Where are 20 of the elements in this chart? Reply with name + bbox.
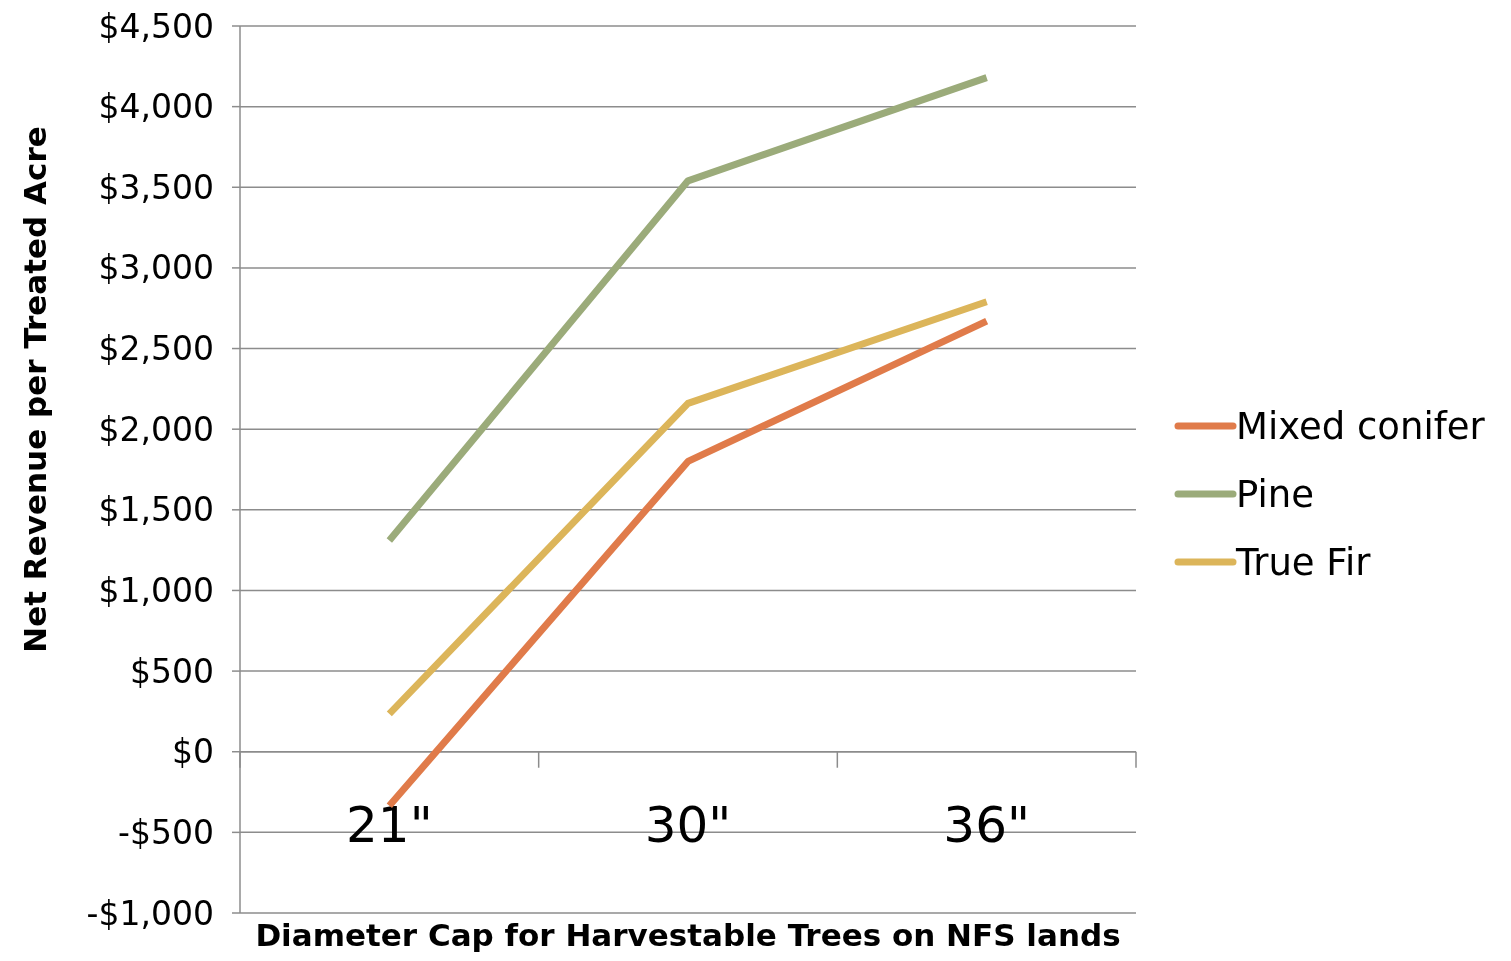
y-tick-label: $3,000	[98, 248, 214, 288]
x-tick-label: 36"	[943, 795, 1030, 854]
y-tick-label: $500	[130, 651, 214, 691]
x-tick-label: 30"	[644, 795, 732, 854]
legend-label: True Fir	[1235, 540, 1372, 584]
y-tick-label: $1,500	[98, 490, 214, 530]
y-tick-label: -$500	[118, 812, 214, 852]
y-tick-label: $1,000	[98, 571, 214, 610]
legend-label: Pine	[1236, 472, 1314, 516]
x-axis-title: Diameter Cap for Harvestable Trees on NFS lands	[255, 917, 1121, 953]
y-axis-title: Net Revenue per Treated Acre	[17, 126, 53, 653]
y-tick-label: $2,500	[98, 329, 214, 369]
x-tick-label: 21"	[346, 795, 433, 854]
y-tick-label: $4,000	[98, 87, 214, 127]
y-tick-label: $0	[172, 732, 214, 772]
y-tick-label: $4,500	[98, 6, 214, 46]
y-tick-label: $3,500	[98, 167, 214, 207]
y-tick-label: $2,000	[98, 409, 214, 449]
y-tick-label: -$1,000	[86, 893, 214, 933]
legend-label: Mixed conifer	[1236, 404, 1486, 448]
